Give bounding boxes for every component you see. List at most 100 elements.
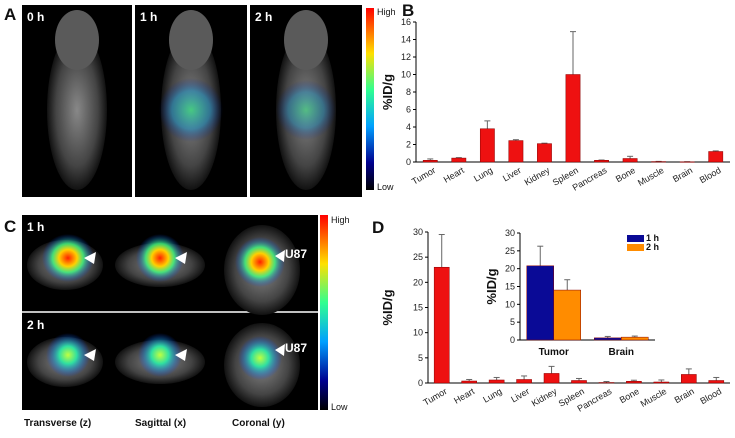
tumor-label: U87	[285, 247, 307, 261]
y-tick-label: 16	[401, 17, 411, 27]
pet-image-0h: 0 h	[22, 5, 132, 197]
row-label-2h: 2 h	[27, 318, 44, 332]
x-tick-label: Muscle	[639, 386, 669, 409]
bar	[543, 373, 560, 384]
y-tick-label: 30	[413, 227, 423, 237]
transverse-2h	[27, 333, 103, 387]
x-tick-label: Lung	[481, 386, 503, 405]
x-tick-label: Liver	[501, 165, 523, 183]
bar	[653, 381, 670, 384]
view-label-transverse: Transverse (z)	[24, 418, 91, 429]
x-tick-label: Bone	[614, 165, 637, 184]
y-tick-label: 30	[505, 228, 515, 238]
transverse-1h	[27, 234, 103, 290]
colorbar	[366, 8, 374, 190]
y-tick-label: 0	[406, 157, 411, 167]
x-tick-label: Brain	[673, 386, 696, 405]
view-label-coronal: Coronal (y)	[232, 418, 285, 429]
y-tick-label: 15	[413, 303, 423, 313]
tumor-label: U87	[285, 341, 307, 355]
y-tick-label: 12	[401, 52, 411, 62]
view-label-sagittal: Sagittal (x)	[135, 418, 186, 429]
chart-d-inset: 0 5 10 15 20 25 30 %ID/g Tumor Brain 1 h2 h	[484, 228, 659, 358]
x-tick-label: Brain	[671, 165, 694, 184]
legend-swatch	[627, 244, 644, 251]
bar	[516, 379, 532, 384]
bar	[422, 160, 438, 163]
bar	[571, 380, 587, 384]
row-label-1h: 1 h	[27, 220, 44, 234]
bar	[626, 380, 642, 384]
x-tick-label: Kidney	[530, 386, 559, 409]
y-tick-label: 14	[401, 35, 411, 45]
bar	[461, 380, 477, 384]
pet-image-1h: 1 h	[135, 5, 247, 197]
bar	[598, 382, 615, 384]
y-tick-label: 8	[406, 87, 411, 97]
x-tick-label: Lung	[472, 165, 494, 184]
chart-b: 0 2 4 6 8 10 12 14 16 %ID/g Tumor Heart Lung Liver Kid…	[380, 17, 730, 193]
y-axis-label: %ID/g	[484, 268, 499, 304]
x-tick-label: Bone	[618, 386, 641, 405]
x-tick-label: Blood	[698, 386, 723, 406]
bar	[708, 151, 724, 163]
bar	[622, 158, 638, 163]
bar	[681, 374, 697, 384]
y-axis-label: %ID/g	[380, 289, 395, 325]
x-tick-label: Heart	[442, 165, 466, 185]
x-tick-label: Tumor	[410, 165, 437, 186]
legend-label: 1 h	[646, 233, 659, 243]
bar	[565, 74, 581, 163]
bar	[537, 143, 552, 163]
y-tick-label: 10	[401, 70, 411, 80]
y-tick-label: 25	[413, 252, 423, 262]
coronal-2h: U87	[224, 323, 307, 407]
y-tick-label: 25	[505, 246, 515, 256]
legend-swatch	[627, 235, 644, 242]
coronal-1h: U87	[224, 225, 307, 315]
x-tick-label: Liver	[509, 386, 531, 404]
x-tick-label: Muscle	[636, 165, 666, 188]
colorbar-low-label: Low	[331, 402, 348, 412]
y-tick-label: 10	[505, 299, 515, 309]
pet-image-2h: 2 h	[250, 5, 362, 197]
sagittal-1h	[115, 234, 205, 287]
y-tick-label: 4	[406, 122, 411, 132]
time-label: 1 h	[140, 10, 157, 24]
bar	[479, 128, 495, 163]
y-tick-label: 15	[505, 282, 515, 292]
y-tick-label: 5	[418, 353, 423, 363]
y-axis-label: %ID/g	[380, 74, 395, 110]
bar	[451, 157, 467, 163]
panel-label-a: A	[4, 5, 16, 24]
y-tick-label: 5	[510, 317, 515, 327]
panel-label-b: B	[402, 1, 414, 20]
bar	[708, 380, 725, 384]
y-tick-label: 0	[418, 378, 423, 388]
bar	[526, 265, 554, 341]
y-tick-label: 20	[413, 277, 423, 287]
x-tick-label: Blood	[698, 165, 723, 185]
y-tick-label: 2	[406, 140, 411, 150]
bar	[553, 289, 581, 341]
colorbar	[320, 215, 328, 410]
x-tick-label: Kidney	[523, 165, 552, 188]
bar	[651, 161, 667, 163]
panel-label-c: C	[4, 217, 16, 236]
panel-a-images: 0 h 1 h 2 h High Low	[22, 5, 396, 197]
y-tick-label: 20	[505, 264, 515, 274]
panel-label-d: D	[372, 218, 384, 237]
time-label: 2 h	[255, 10, 272, 24]
bar	[488, 379, 505, 384]
bar	[594, 337, 622, 341]
colorbar-low-label: Low	[377, 182, 394, 192]
x-tick-label: Tumor	[421, 386, 448, 407]
y-tick-label: 6	[406, 105, 411, 115]
colorbar-high-label: High	[377, 7, 396, 17]
x-tick-label: Tumor	[539, 347, 569, 358]
bar	[594, 160, 609, 163]
y-tick-label: 10	[413, 328, 423, 338]
time-label: 0 h	[27, 10, 44, 24]
x-tick-label: Heart	[452, 386, 476, 406]
bar	[679, 161, 695, 163]
